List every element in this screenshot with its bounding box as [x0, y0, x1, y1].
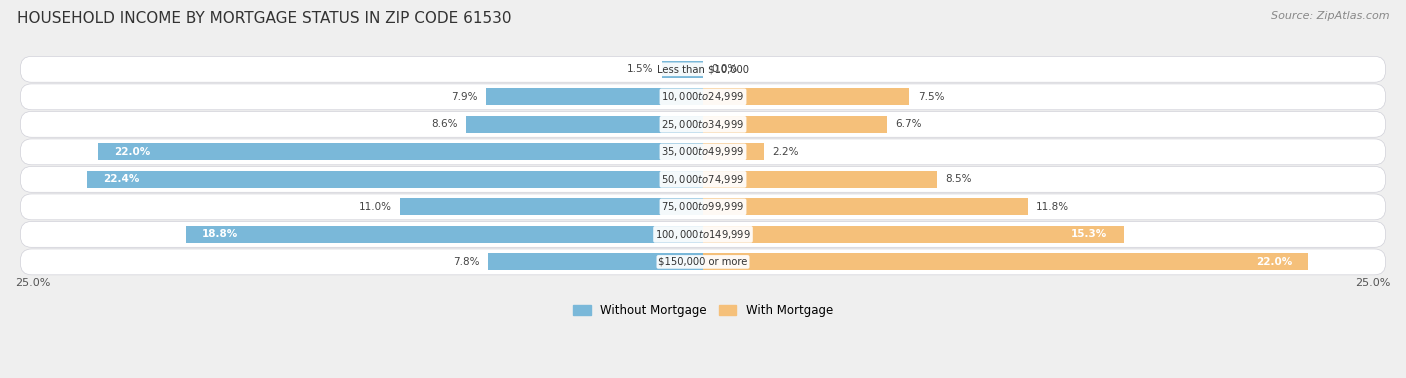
FancyBboxPatch shape — [21, 249, 1385, 275]
Text: $50,000 to $74,999: $50,000 to $74,999 — [661, 173, 745, 186]
Text: $75,000 to $99,999: $75,000 to $99,999 — [661, 200, 745, 213]
Bar — [703, 88, 910, 105]
Bar — [485, 88, 703, 105]
Bar — [467, 116, 703, 133]
Bar — [703, 198, 1028, 215]
Text: 2.2%: 2.2% — [772, 147, 799, 157]
Bar — [703, 171, 936, 188]
Text: $25,000 to $34,999: $25,000 to $34,999 — [661, 118, 745, 131]
Text: 15.3%: 15.3% — [1071, 229, 1108, 239]
Text: HOUSEHOLD INCOME BY MORTGAGE STATUS IN ZIP CODE 61530: HOUSEHOLD INCOME BY MORTGAGE STATUS IN Z… — [17, 11, 512, 26]
Text: 18.8%: 18.8% — [202, 229, 239, 239]
Bar — [488, 253, 703, 270]
Bar — [703, 226, 1123, 243]
Bar — [87, 171, 703, 188]
Text: 7.8%: 7.8% — [454, 257, 479, 267]
Bar — [401, 198, 703, 215]
FancyBboxPatch shape — [21, 194, 1385, 220]
FancyBboxPatch shape — [21, 84, 1385, 110]
Text: $100,000 to $149,999: $100,000 to $149,999 — [655, 228, 751, 241]
Text: $35,000 to $49,999: $35,000 to $49,999 — [661, 146, 745, 158]
Text: 7.9%: 7.9% — [451, 92, 477, 102]
FancyBboxPatch shape — [21, 166, 1385, 192]
Text: Less than $10,000: Less than $10,000 — [657, 64, 749, 74]
Text: 8.6%: 8.6% — [432, 119, 458, 129]
Text: 8.5%: 8.5% — [945, 174, 972, 184]
Text: 7.5%: 7.5% — [918, 92, 945, 102]
FancyBboxPatch shape — [21, 56, 1385, 82]
Text: 11.0%: 11.0% — [359, 202, 392, 212]
Bar — [703, 116, 887, 133]
Text: Source: ZipAtlas.com: Source: ZipAtlas.com — [1271, 11, 1389, 21]
Text: 11.8%: 11.8% — [1036, 202, 1069, 212]
Text: 22.0%: 22.0% — [114, 147, 150, 157]
Bar — [186, 226, 703, 243]
Text: 0.0%: 0.0% — [711, 64, 738, 74]
FancyBboxPatch shape — [21, 139, 1385, 165]
Bar — [703, 253, 1309, 270]
FancyBboxPatch shape — [21, 112, 1385, 137]
Text: 22.0%: 22.0% — [1256, 257, 1292, 267]
Text: 25.0%: 25.0% — [1355, 278, 1391, 288]
Text: 6.7%: 6.7% — [896, 119, 922, 129]
Text: 1.5%: 1.5% — [627, 64, 654, 74]
Bar — [97, 143, 703, 160]
Text: $10,000 to $24,999: $10,000 to $24,999 — [661, 90, 745, 103]
Legend: Without Mortgage, With Mortgage: Without Mortgage, With Mortgage — [568, 300, 838, 322]
FancyBboxPatch shape — [21, 222, 1385, 247]
Text: $150,000 or more: $150,000 or more — [658, 257, 748, 267]
Text: 22.4%: 22.4% — [103, 174, 139, 184]
Text: 25.0%: 25.0% — [15, 278, 51, 288]
Bar — [703, 143, 763, 160]
Bar — [662, 61, 703, 78]
